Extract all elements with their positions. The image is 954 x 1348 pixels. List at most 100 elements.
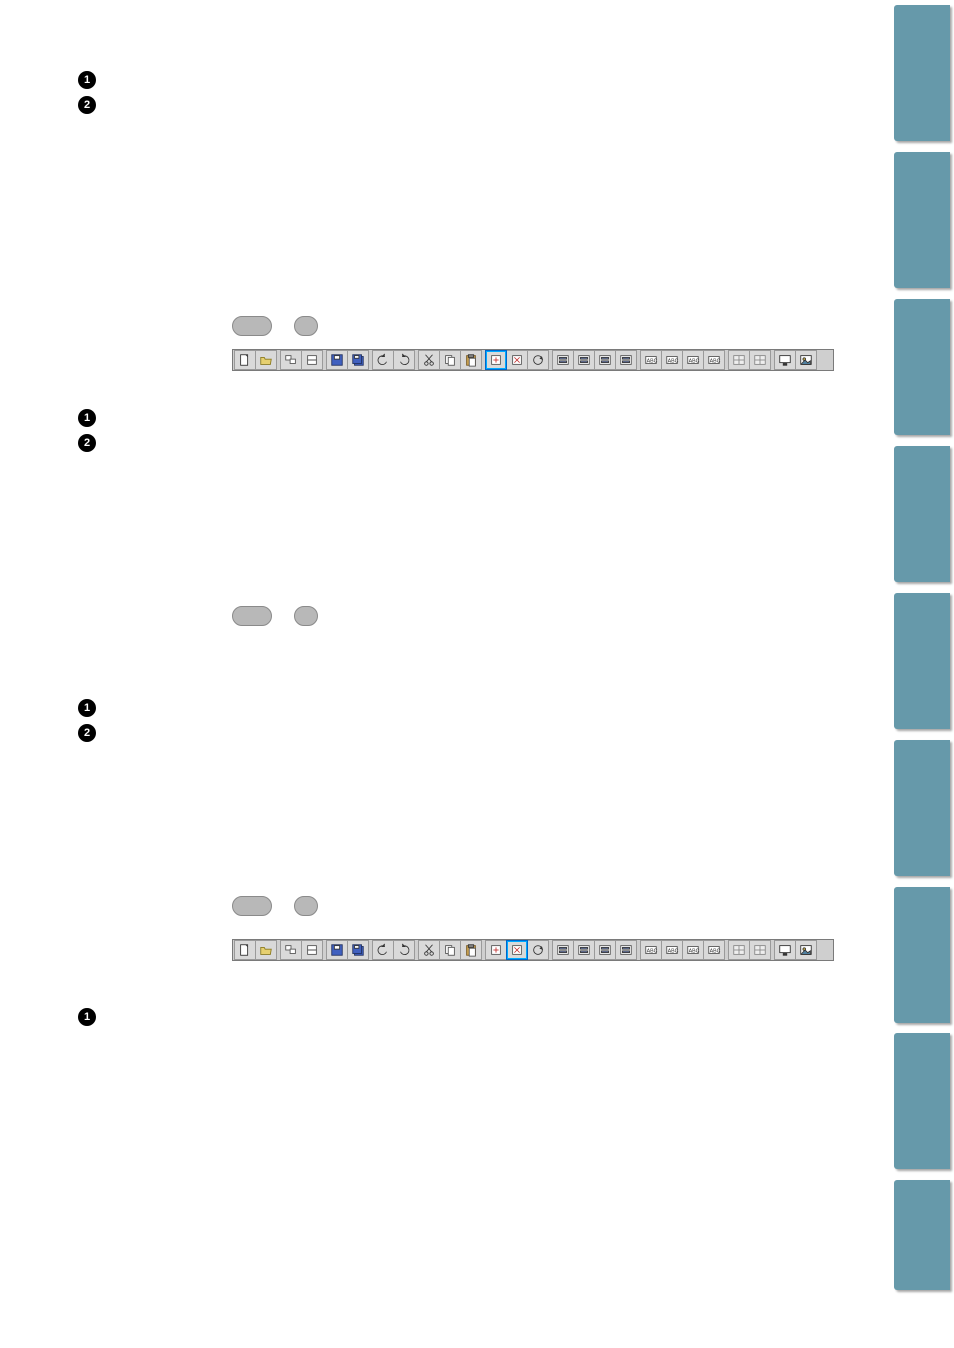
abc3-button[interactable]: ABC	[682, 350, 704, 370]
link2-button[interactable]	[301, 940, 323, 960]
toolbar-group	[372, 350, 415, 370]
open-button[interactable]	[255, 350, 277, 370]
toolbar-group	[418, 350, 482, 370]
open-button[interactable]	[255, 940, 277, 960]
svg-text:ABC: ABC	[668, 949, 679, 955]
delete-button[interactable]	[506, 940, 528, 960]
new-button[interactable]	[234, 940, 256, 960]
redo-button[interactable]	[393, 350, 415, 370]
side-tab-4[interactable]	[894, 593, 950, 729]
img-button[interactable]	[795, 940, 817, 960]
step-bullet: 1	[78, 699, 96, 717]
new-button[interactable]	[234, 350, 256, 370]
side-tab-3[interactable]	[894, 446, 950, 582]
cut-button[interactable]	[418, 350, 440, 370]
side-tab-7[interactable]	[894, 1033, 950, 1169]
page: 1212121 ABCABCABCABCABCABCABCABC	[0, 0, 954, 1348]
letter-key	[294, 606, 318, 626]
toolbar-group	[728, 940, 771, 960]
svg-text:ABC: ABC	[647, 949, 658, 955]
copy-button[interactable]	[439, 940, 461, 960]
abc1-button[interactable]: ABC	[640, 940, 662, 960]
g1-button[interactable]	[728, 350, 750, 370]
a2-button[interactable]	[573, 940, 595, 960]
toolbar-group: ABC ABC ABC ABC	[640, 940, 725, 960]
a1-button[interactable]	[552, 350, 574, 370]
g1-button[interactable]	[728, 940, 750, 960]
step-bullet: 1	[78, 1008, 96, 1026]
insert-button[interactable]	[485, 940, 507, 960]
refresh-button[interactable]	[527, 350, 549, 370]
img-button[interactable]	[795, 350, 817, 370]
screen-button[interactable]	[774, 940, 796, 960]
g2-button[interactable]	[749, 350, 771, 370]
toolbar-group	[326, 940, 369, 960]
abc3-button[interactable]: ABC	[682, 940, 704, 960]
save-button[interactable]	[326, 350, 348, 370]
link2-button[interactable]	[301, 350, 323, 370]
a3-button[interactable]	[594, 350, 616, 370]
toolbar-group: ABCABCABCABC	[640, 350, 725, 370]
toolbar-group	[485, 940, 549, 960]
toolbar: ABCABCABCABC	[232, 349, 834, 371]
svg-text:ABC: ABC	[689, 949, 700, 955]
refresh-button[interactable]	[527, 940, 549, 960]
toolbar-group	[234, 350, 277, 370]
saveall-button[interactable]	[347, 940, 369, 960]
svg-text:ABC: ABC	[647, 359, 658, 365]
modifier-key	[232, 896, 272, 916]
side-tab-1[interactable]	[894, 152, 950, 288]
svg-text:ABC: ABC	[710, 949, 721, 955]
step-bullet: 1	[78, 409, 96, 427]
letter-key	[294, 896, 318, 916]
save-button[interactable]	[326, 940, 348, 960]
a4-button[interactable]	[615, 940, 637, 960]
abc1-button[interactable]: ABC	[640, 350, 662, 370]
letter-key	[294, 316, 318, 336]
svg-text:ABC: ABC	[689, 359, 700, 365]
toolbar-group	[728, 350, 771, 370]
abc4-button[interactable]: ABC	[703, 940, 725, 960]
screen-button[interactable]	[774, 350, 796, 370]
saveall-button[interactable]	[347, 350, 369, 370]
side-tab-6[interactable]	[894, 887, 950, 1023]
toolbar-group	[485, 350, 549, 370]
copy-button[interactable]	[439, 350, 461, 370]
shortcut-keys	[232, 606, 318, 626]
delete-button[interactable]	[506, 350, 528, 370]
side-tab-5[interactable]	[894, 740, 950, 876]
abc2-button[interactable]: ABC	[661, 940, 683, 960]
g2-button[interactable]	[749, 940, 771, 960]
side-tab-8[interactable]	[894, 1180, 950, 1290]
insert-button[interactable]	[485, 350, 507, 370]
side-tab-2[interactable]	[894, 299, 950, 435]
toolbar-group	[552, 940, 637, 960]
undo-button[interactable]	[372, 350, 394, 370]
abc4-button[interactable]: ABC	[703, 350, 725, 370]
a3-button[interactable]	[594, 940, 616, 960]
a1-button[interactable]	[552, 940, 574, 960]
toolbar-group	[774, 350, 817, 370]
paste-button[interactable]	[460, 940, 482, 960]
link1-button[interactable]	[280, 940, 302, 960]
a2-button[interactable]	[573, 350, 595, 370]
side-tab-0[interactable]	[894, 5, 950, 141]
step-bullet: 2	[78, 724, 96, 742]
toolbar-group	[280, 940, 323, 960]
shortcut-keys	[232, 316, 318, 336]
toolbar-group	[280, 350, 323, 370]
abc2-button[interactable]: ABC	[661, 350, 683, 370]
toolbar-group	[774, 940, 817, 960]
modifier-key	[232, 606, 272, 626]
step-bullet: 1	[78, 71, 96, 89]
toolbar-group	[234, 940, 277, 960]
toolbar-group	[372, 940, 415, 960]
step-bullet: 2	[78, 434, 96, 452]
a4-button[interactable]	[615, 350, 637, 370]
cut-button[interactable]	[418, 940, 440, 960]
undo-button[interactable]	[372, 940, 394, 960]
paste-button[interactable]	[460, 350, 482, 370]
link1-button[interactable]	[280, 350, 302, 370]
redo-button[interactable]	[393, 940, 415, 960]
toolbar: ABC ABC ABC ABC	[232, 939, 834, 961]
